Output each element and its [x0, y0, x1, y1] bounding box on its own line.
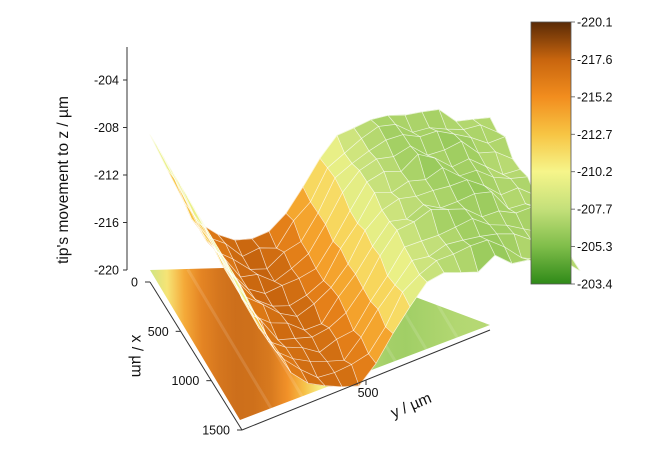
colorbar-tick-label: -220.1	[577, 16, 612, 30]
mesh-line-x	[387, 115, 479, 273]
colorbar-gradient	[530, 21, 572, 285]
z-tick-label: -212	[94, 169, 119, 183]
z-tick-label: -216	[94, 216, 119, 230]
colorbar-tick-label: -217.6	[577, 53, 612, 67]
colorbar-tick-label: -210.2	[577, 165, 612, 179]
x-tick-label: 1000	[172, 374, 200, 388]
floor-streak	[450, 264, 544, 417]
floor-streak	[186, 268, 280, 421]
z-axis: -204 -208 -212 -216 -220 tip's movement to z…	[55, 47, 128, 278]
z-tick-label: -204	[94, 74, 119, 88]
x-axis: 0 500 1000 1500 x / µm	[128, 276, 243, 438]
mesh-line-x	[404, 114, 496, 256]
mesh-line-x	[251, 238, 343, 387]
z-tick-label: -220	[94, 264, 119, 278]
mesh-line-x	[285, 213, 377, 364]
mesh-line-x	[370, 119, 462, 273]
mesh-line-x	[149, 134, 241, 285]
x-axis-title: x / µm	[128, 335, 145, 378]
z-axis-title: tip's movement to z / µm	[55, 96, 72, 264]
z-tick-label: -208	[94, 121, 119, 135]
colorbar-tick-label: -207.7	[577, 203, 612, 217]
mesh-line-x	[268, 231, 360, 386]
x-tick-label: 500	[148, 325, 169, 339]
floor-streak	[413, 265, 506, 417]
x-tick-label: 1500	[202, 424, 230, 438]
mesh-line-x	[302, 186, 394, 334]
mesh-line-x	[166, 168, 258, 318]
mesh-line-x	[183, 201, 275, 349]
colorbar-tick-label: -215.2	[577, 90, 612, 104]
colorbar-tick-label: -212.7	[577, 128, 612, 142]
colorbar-tick-label: -205.3	[577, 240, 612, 254]
mesh-line-x	[353, 127, 445, 273]
mesh-line-x	[336, 135, 428, 283]
mesh-line-x	[421, 111, 513, 264]
colorbar-tick-label: -203.4	[577, 278, 612, 292]
mesh-line-x	[234, 240, 326, 386]
mesh-line-x	[217, 234, 309, 384]
x-axis-line	[149, 281, 243, 431]
mesh-line-x	[438, 109, 530, 261]
mesh-line-x	[200, 223, 292, 373]
colorbar: -220.1 -217.6 -215.2 -212.7 -210.2 -207.7 -205…	[530, 16, 612, 292]
x-tick-label: 0	[131, 276, 138, 290]
mesh-line-x	[319, 158, 411, 307]
y-tick-label: 500	[358, 386, 379, 400]
